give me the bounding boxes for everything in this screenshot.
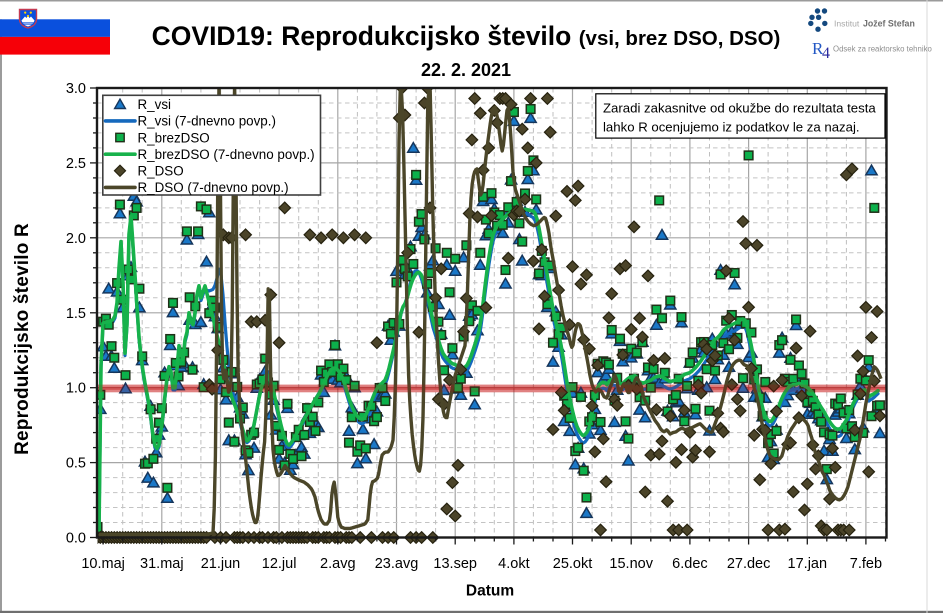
svg-text:25.okt: 25.okt	[553, 556, 593, 572]
svg-text:7.feb: 7.feb	[850, 556, 882, 572]
svg-text:13.sep: 13.sep	[433, 556, 477, 572]
svg-text:1.5: 1.5	[66, 306, 86, 322]
svg-text:Reprodukcijsko število R: Reprodukcijsko število R	[12, 223, 33, 455]
svg-text:R_brezDSO: R_brezDSO	[138, 130, 210, 145]
svg-text:3.0: 3.0	[66, 81, 86, 97]
svg-text:10.maj: 10.maj	[81, 556, 125, 572]
svg-text:22. 2. 2021: 22. 2. 2021	[421, 60, 511, 80]
svg-text:15.nov: 15.nov	[609, 556, 653, 572]
svg-text:lahko R ocenjujemo iz podatkov: lahko R ocenjujemo iz podatkov le za naz…	[603, 120, 860, 135]
svg-text:R_vsi (7-dnevno povp.): R_vsi (7-dnevno povp.)	[138, 114, 276, 129]
svg-text:31.maj: 31.maj	[140, 556, 184, 572]
svg-text:R_brezDSO (7-dnevno povp.): R_brezDSO (7-dnevno povp.)	[138, 147, 315, 162]
svg-text:23.avg: 23.avg	[375, 556, 419, 572]
svg-text:17.jan: 17.jan	[788, 556, 828, 572]
svg-text:0.0: 0.0	[66, 531, 86, 547]
svg-text:27.dec: 27.dec	[727, 556, 771, 572]
svg-text:2.0: 2.0	[66, 231, 86, 247]
svg-text:2.avg: 2.avg	[320, 556, 355, 572]
svg-text:21.jun: 21.jun	[201, 556, 241, 572]
svg-text:1.0: 1.0	[66, 381, 86, 397]
svg-text:Institut: Institut	[834, 19, 860, 29]
svg-text:COVID19: Reprodukcijsko števil: COVID19: Reprodukcijsko število (vsi, br…	[152, 21, 781, 51]
svg-text:R_vsi: R_vsi	[138, 97, 172, 112]
svg-text:R: R	[812, 39, 824, 58]
svg-text:4.okt: 4.okt	[498, 556, 529, 572]
svg-text:Datum: Datum	[466, 583, 514, 600]
svg-text:Zaradi zakasnitve od okužbe do: Zaradi zakasnitve od okužbe do rezultata…	[603, 101, 876, 116]
svg-text:Odsek za reaktorsko tehniko: Odsek za reaktorsko tehniko	[833, 45, 932, 54]
svg-text:12.jul: 12.jul	[262, 556, 297, 572]
svg-text:0.5: 0.5	[66, 456, 86, 472]
svg-text:4: 4	[822, 45, 830, 62]
svg-text:6.dec: 6.dec	[672, 556, 707, 572]
svg-text:R_DSO (7-dnevno povp.): R_DSO (7-dnevno povp.)	[138, 180, 289, 195]
svg-text:R_DSO: R_DSO	[138, 164, 184, 179]
svg-text:2.5: 2.5	[66, 156, 86, 172]
svg-text:Jožef Stefan: Jožef Stefan	[863, 19, 915, 29]
